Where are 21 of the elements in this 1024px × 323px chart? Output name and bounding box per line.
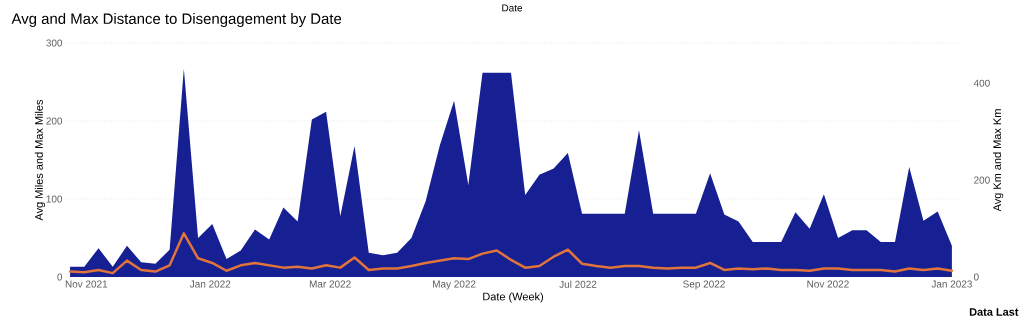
y2-tick-label: 400 [973, 79, 990, 87]
y-tick-label: 100 [46, 195, 63, 203]
x-tick-label: Jul 2022 [559, 280, 597, 288]
x-tick-label: Sep 2022 [683, 280, 725, 290]
x-tick-label: Jan 2022 [189, 280, 231, 288]
y2-tick-label: 0 [973, 273, 979, 281]
x-axis-title: Date (Week) [483, 292, 543, 303]
text: Date [502, 4, 523, 12]
y-tick-label: 300 [46, 39, 63, 47]
text: Data Last [969, 308, 1019, 316]
y2-axis-title: Avg Km and Max Km [993, 109, 1004, 212]
y-tick-label: 0 [57, 273, 63, 281]
x-tick-label: Mar 2022 [309, 280, 351, 288]
x-tick-label: May 2022 [433, 280, 476, 290]
x-tick-label: Nov 2021 [65, 280, 108, 288]
chart-title: Avg and Max Distance to Disengagement by Date [11, 13, 342, 27]
y2-tick-label: 200 [974, 176, 990, 184]
x-tick-label: Nov 2022 [807, 280, 849, 288]
x-tick-label: Jan 2023 [931, 280, 972, 288]
y-tick-label: 200 [46, 117, 63, 125]
y-axis-title: Avg Miles and Max Miles [34, 99, 46, 221]
